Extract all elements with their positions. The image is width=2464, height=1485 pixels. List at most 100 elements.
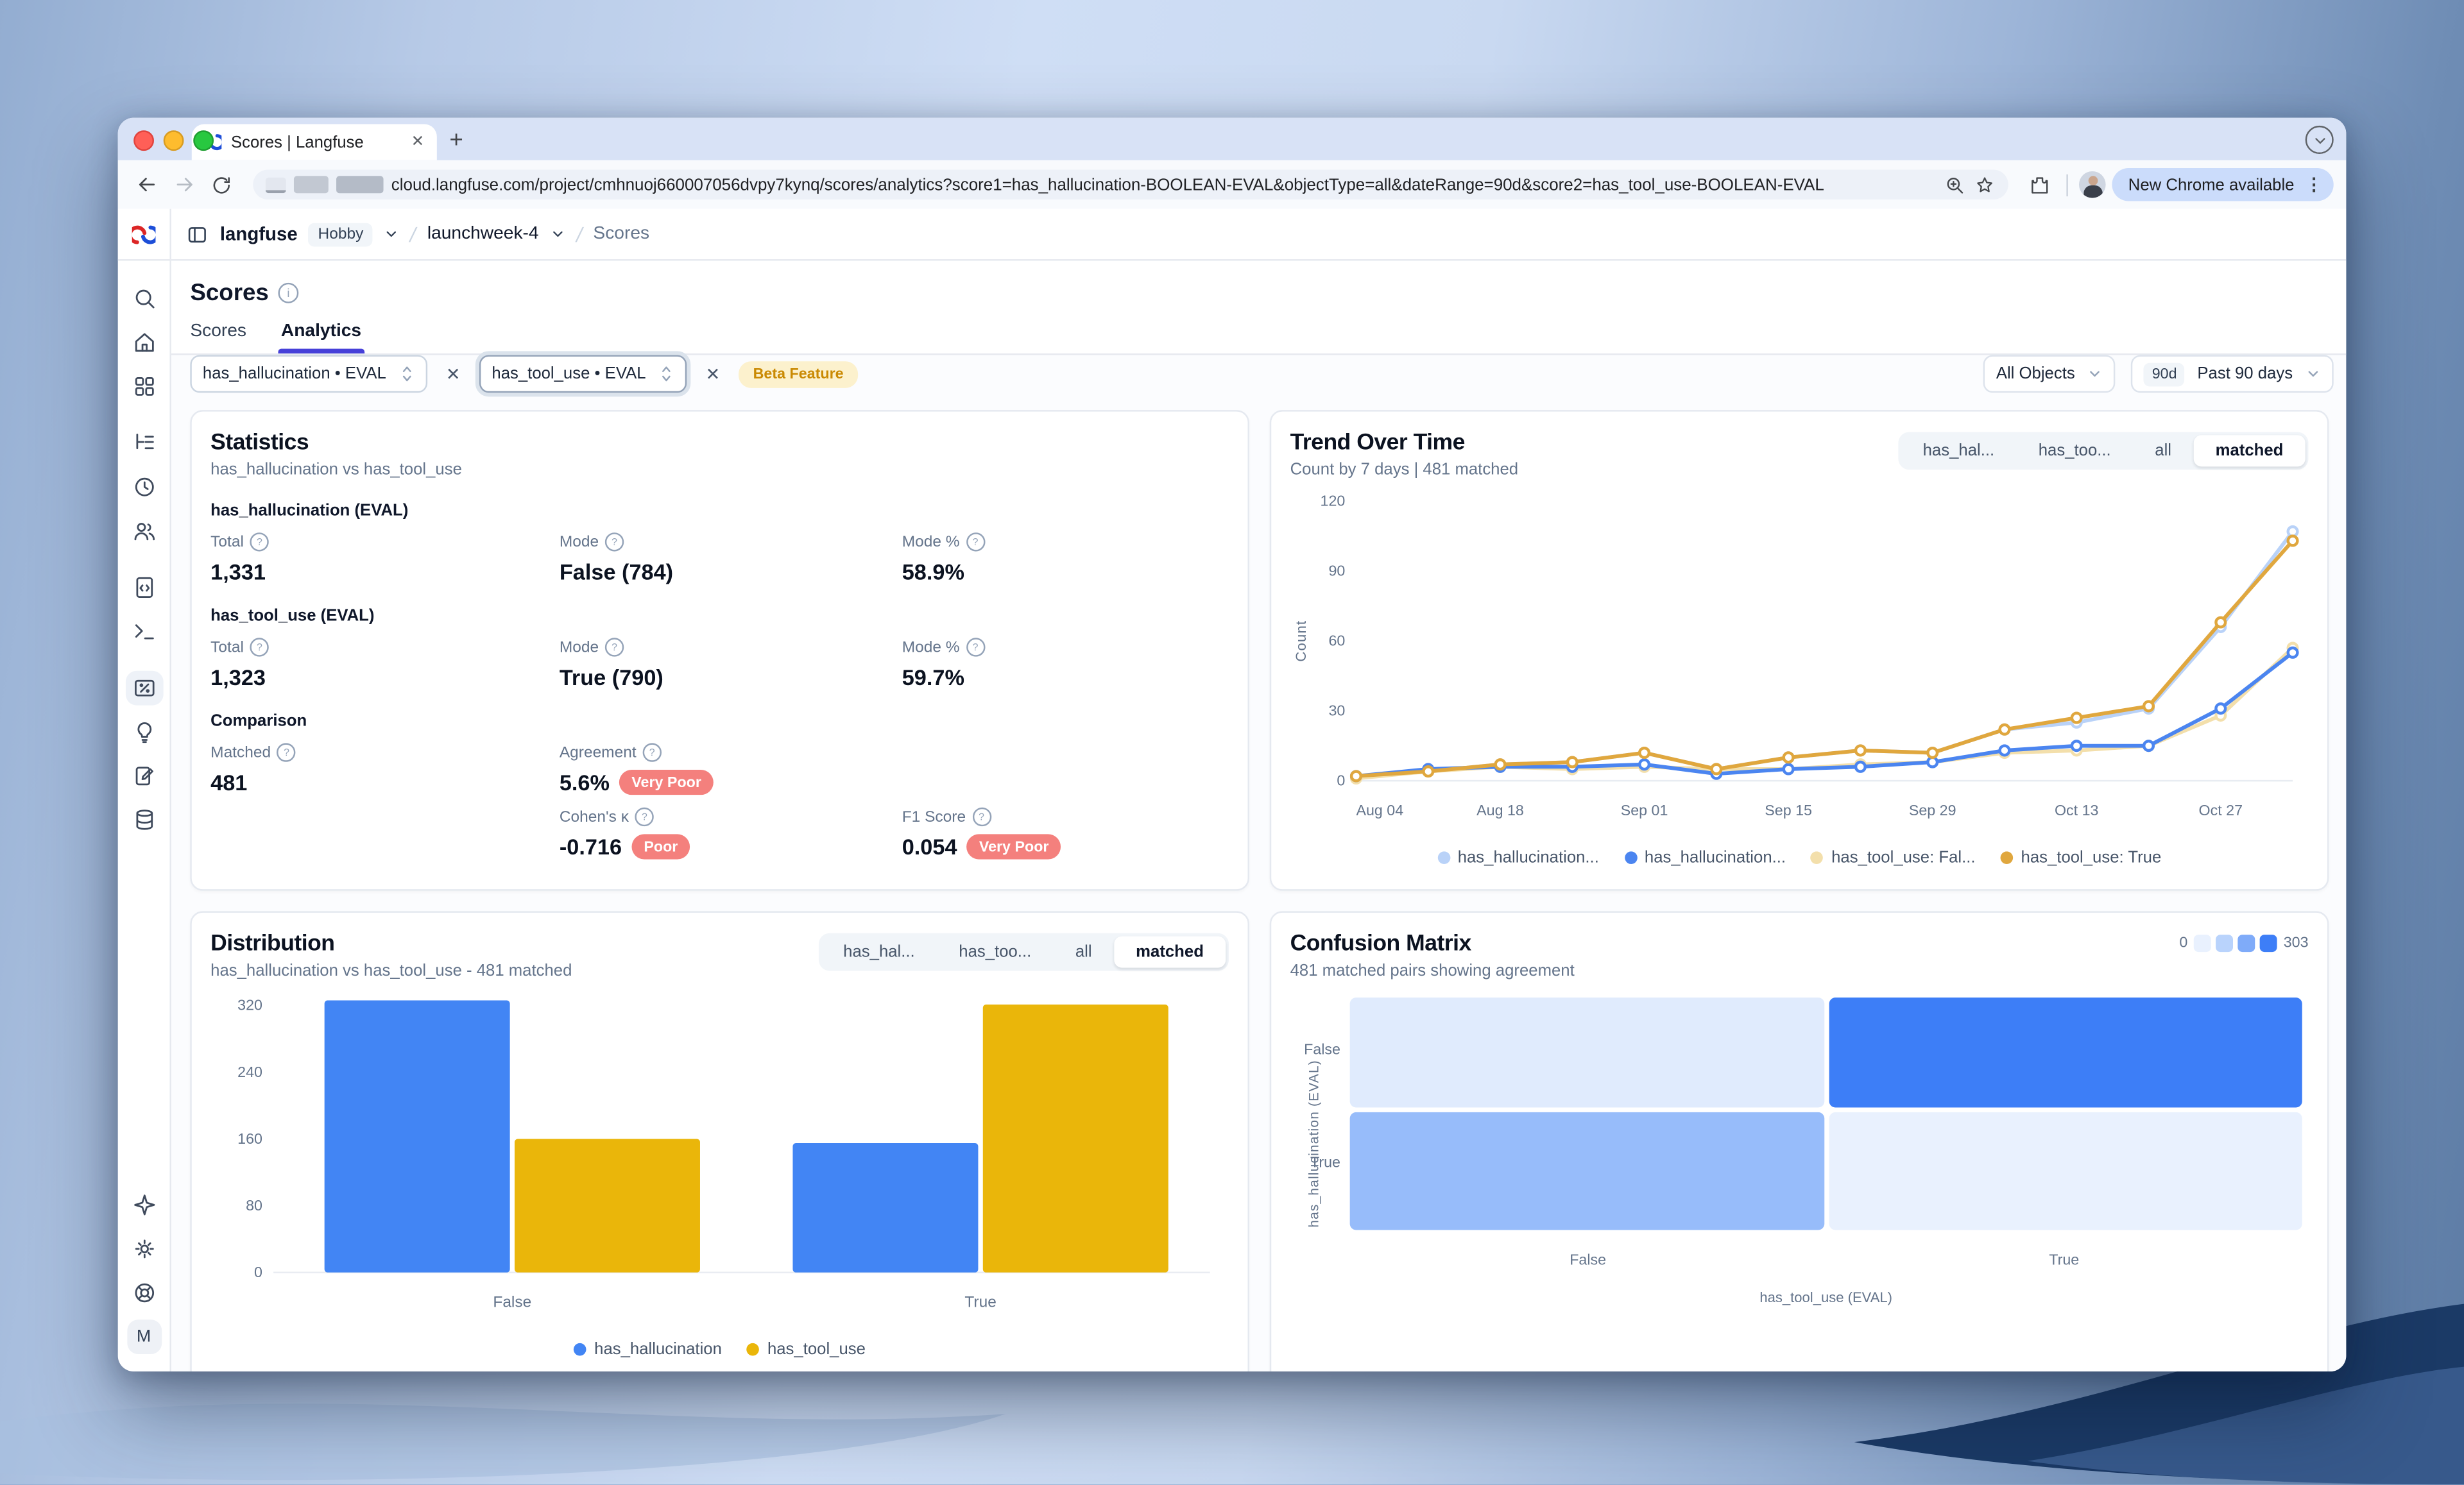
chevron-down-icon <box>387 231 397 237</box>
help-icon[interactable]: ? <box>642 743 662 762</box>
extensions-icon <box>2032 176 2049 193</box>
distribution-bar-chart[interactable]: 0 80 160 240 320 False True <box>210 980 1229 1337</box>
arrow-right-icon <box>176 178 192 192</box>
range-badge: 90d <box>2144 362 2185 386</box>
tab-analytics[interactable]: Analytics <box>277 322 365 354</box>
matrix-cell-true-false[interactable] <box>1349 1112 1824 1230</box>
metric-mode: Mode? True (790) <box>560 638 902 690</box>
trend-view-matched[interactable]: matched <box>2193 435 2306 467</box>
search-icon <box>135 289 154 309</box>
svg-text:True: True <box>964 1294 996 1311</box>
sidebar-item-home[interactable] <box>125 325 163 360</box>
sidebar-item-prompts[interactable] <box>125 570 163 605</box>
back-button[interactable] <box>130 169 162 200</box>
stats-section-heading: has_tool_use (EVAL) <box>210 606 375 625</box>
metric-value: True (790) <box>559 664 663 690</box>
chrome-update-button[interactable]: New Chrome available ⋮ <box>2112 168 2334 201</box>
legend-label: has_hallucination... <box>1644 848 1786 867</box>
project-switcher[interactable] <box>550 226 565 242</box>
distribution-view-matched[interactable]: matched <box>1113 936 1226 968</box>
matrix-cell-false-true[interactable] <box>1828 997 2302 1108</box>
help-icon[interactable]: ? <box>971 807 991 827</box>
sidebar-item-settings[interactable] <box>125 1232 163 1266</box>
tab-search-button[interactable] <box>2305 125 2334 155</box>
browser-tab[interactable]: Scores | Langfuse ✕ <box>191 124 437 160</box>
distribution-view-hashal[interactable]: has_hal... <box>843 942 915 962</box>
breadcrumb-current: Scores <box>593 225 650 244</box>
info-icon[interactable]: i <box>278 282 299 303</box>
sidebar-item-tracing[interactable] <box>125 426 163 461</box>
remove-score1-button[interactable]: ✕ <box>445 365 461 384</box>
window-close-button[interactable] <box>133 130 155 151</box>
zoom-search-icon[interactable] <box>1944 174 1966 196</box>
sidebar-item-ai-assistant[interactable] <box>125 1187 163 1222</box>
trend-view-hashal[interactable]: has_hal... <box>1922 441 1995 461</box>
window-zoom-button[interactable] <box>193 130 214 151</box>
matrix-cell-true-true[interactable] <box>1828 1112 2302 1230</box>
new-tab-button[interactable]: + <box>449 127 463 155</box>
user-avatar[interactable]: M <box>126 1320 162 1355</box>
sidebar-item-support[interactable] <box>125 1276 163 1311</box>
distribution-chart-svg: 0 80 160 240 320 False True <box>237 997 1210 1311</box>
address-bar[interactable]: cloud.langfuse.com/project/cmhnuoj660007… <box>253 169 2009 200</box>
score2-select[interactable]: has_tool_use • EVAL <box>479 355 687 393</box>
help-icon[interactable]: ? <box>250 532 270 552</box>
sidebar-item-search[interactable] <box>125 281 163 316</box>
reload-button[interactable] <box>206 169 237 200</box>
playground-icon <box>134 624 153 640</box>
sidebar-item-users[interactable] <box>125 514 163 548</box>
metric-label: Mode? <box>560 532 902 552</box>
app-logo[interactable] <box>118 208 171 260</box>
chevrons-up-down-icon <box>402 366 411 382</box>
card-subtitle: 481 matched pairs showing agreement <box>1290 961 1575 981</box>
score1-select[interactable]: has_hallucination • EVAL <box>190 355 427 393</box>
matrix-col-label: True <box>2049 1252 2080 1269</box>
sidebar-item-annotation[interactable] <box>125 759 163 793</box>
project-name[interactable]: launchweek-4 <box>427 225 539 244</box>
trend-series-has-hallucination-true <box>1354 650 2295 778</box>
url-text: cloud.langfuse.com/project/cmhnuoj660007… <box>391 175 1824 194</box>
metric-value: 58.9% <box>902 559 964 585</box>
window-minimize-button[interactable] <box>163 130 184 151</box>
profile-avatar[interactable] <box>2079 171 2107 198</box>
legend-item: has_tool_use: True <box>2000 848 2161 867</box>
bookmark-star-icon[interactable] <box>1974 174 1996 196</box>
tab-close-icon[interactable]: ✕ <box>411 133 425 151</box>
trend-view-hastoo[interactable]: has_too... <box>2038 441 2111 461</box>
legend-item: has_hallucination... <box>1437 848 1599 867</box>
help-icon[interactable]: ? <box>604 532 624 552</box>
panel-toggle-icon[interactable] <box>185 223 209 246</box>
toolbar-divider <box>2067 173 2069 196</box>
help-icon[interactable]: ? <box>635 807 654 827</box>
help-icon[interactable]: ? <box>277 743 296 762</box>
forward-button[interactable] <box>168 169 200 200</box>
distribution-view-hastoo[interactable]: has_too... <box>959 942 1032 962</box>
sidebar-item-evaluators[interactable] <box>125 715 163 749</box>
menu-kebab-icon[interactable]: ⋮ <box>2305 176 2323 195</box>
sidebar-item-dashboards[interactable] <box>125 369 163 404</box>
datasets-icon <box>135 810 152 830</box>
remove-score2-button[interactable]: ✕ <box>705 365 721 384</box>
filter-bar: has_hallucination • EVAL ✕ has_tool_use … <box>171 355 2346 393</box>
matrix-cell-false-false[interactable] <box>1349 997 1824 1108</box>
confusion-matrix[interactable]: has_hallucination (EVAL) False True False… <box>1290 997 2302 1305</box>
help-icon[interactable]: ? <box>250 638 270 657</box>
sidebar-item-datasets[interactable] <box>125 802 163 837</box>
sidebar-item-playground[interactable] <box>125 615 163 649</box>
tab-scores[interactable]: Scores <box>190 322 246 341</box>
help-icon[interactable]: ? <box>966 532 985 552</box>
help-icon[interactable]: ? <box>604 638 624 657</box>
trend-line-chart[interactable]: 0 30 60 90 120 Count Aug 04 Aug 18 Sep 01 Sep 15 S… <box>1290 479 2309 845</box>
help-icon[interactable]: ? <box>966 638 985 657</box>
extensions-button[interactable] <box>2024 169 2056 200</box>
metric-matched: Matched? 481 <box>210 743 560 795</box>
org-name[interactable]: langfuse <box>219 223 298 246</box>
org-switcher[interactable] <box>384 226 399 242</box>
date-range-select[interactable]: 90d Past 90 days <box>2131 355 2334 393</box>
object-type-select[interactable]: All Objects <box>1983 355 2116 393</box>
arrow-left-icon <box>138 178 154 192</box>
distribution-view-all[interactable]: all <box>1075 942 1092 962</box>
sidebar-item-sessions[interactable] <box>125 470 163 504</box>
sidebar-item-scores[interactable] <box>124 670 163 706</box>
trend-view-all[interactable]: all <box>2155 441 2172 461</box>
